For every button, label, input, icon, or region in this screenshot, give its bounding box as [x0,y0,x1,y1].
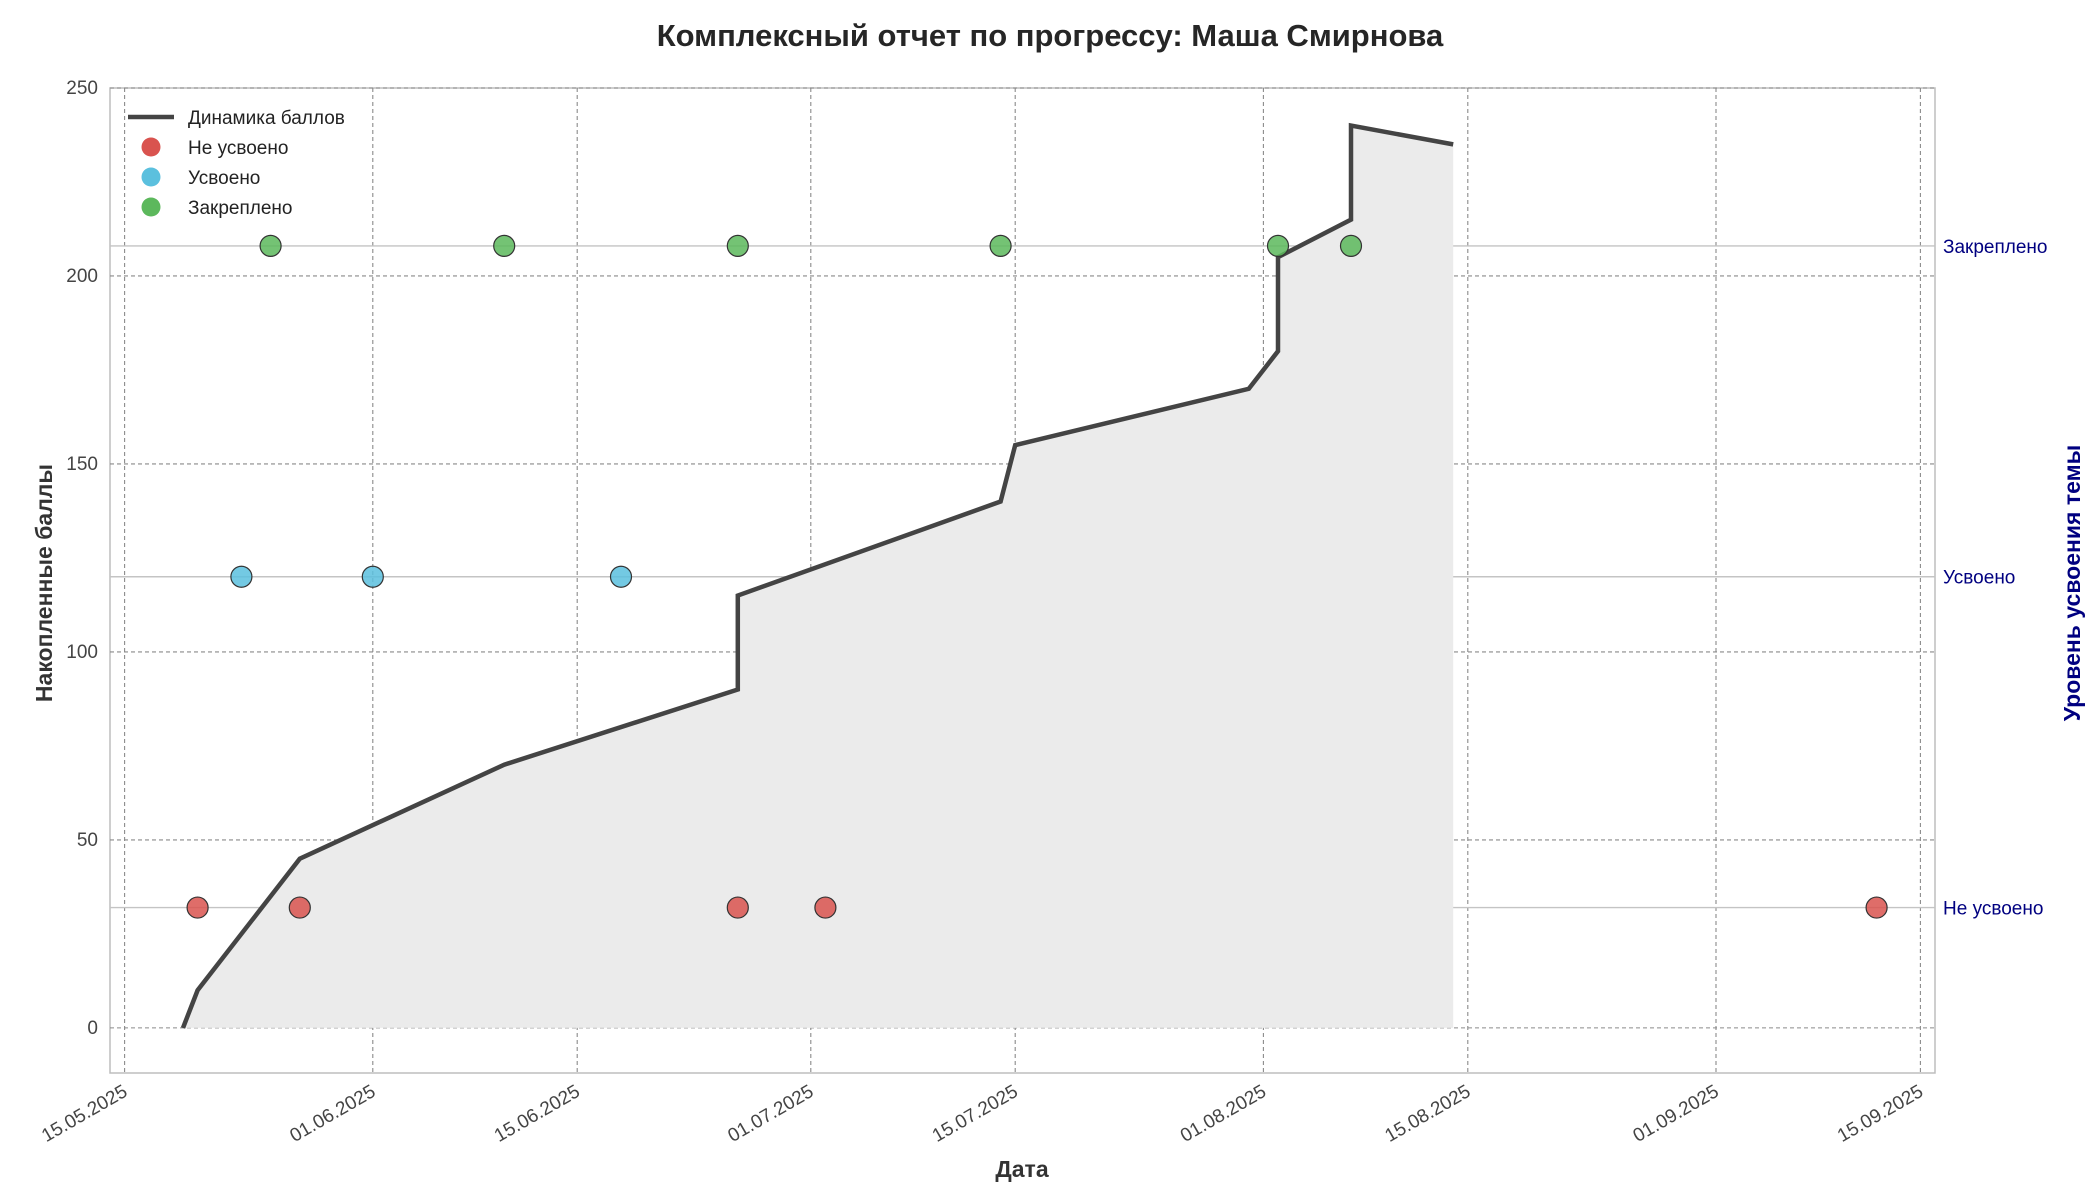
mastery-point [814,896,837,919]
legend-marker-swatch [141,197,161,217]
y-axis-label: Накопленные баллы [31,464,57,702]
right-axis-tick-label: Не усвоено [1943,899,2043,920]
score-line [180,122,1454,1029]
x-tick-label: 01.07.2025 [724,1081,817,1147]
right-axis-labels: Не усвоено Усвоено Закреплено [1943,237,2048,920]
x-tick-label: 01.06.2025 [286,1081,379,1147]
mastery-point [609,565,633,588]
mastery-point [259,234,282,258]
y-tick-label: 50 [77,830,98,851]
y-tick-labels: 0 50 100 150 200 250 [66,78,98,1039]
x-tick-label: 15.05.2025 [38,1081,131,1147]
x-tick-label: 15.07.2025 [929,1081,1022,1147]
score-area [183,125,1454,1028]
x-tick-label: 01.08.2025 [1177,1081,1270,1147]
mastery-point [1266,234,1290,258]
legend-label: Не усвоено [188,138,288,159]
x-axis-label: Дата [995,1156,1048,1182]
right-axis-tick-label: Закреплено [1943,237,2048,258]
y-tick-label: 250 [66,78,98,99]
mastery-point [1865,896,1888,919]
right-axis-tick-label: Усвоено [1943,568,2015,589]
x-tick-label: 01.09.2025 [1630,1081,1723,1147]
score-line-group [180,122,1454,1029]
mastery-point [230,565,253,588]
legend-label: Усвоено [188,168,260,189]
legend-marker-swatch [141,137,161,157]
y-tick-label: 0 [87,1018,98,1039]
right-axis-label: Уровень усвоения темы [2059,445,2085,722]
y-tick-label: 100 [66,642,98,663]
mastery-point [726,234,749,258]
mastery-point [361,565,384,588]
mastery-points [186,234,1888,919]
x-tick-labels: 15.05.2025 01.06.2025 15.06.2025 01.07.2025… [38,1081,1927,1147]
score-area-fill [183,125,1454,1028]
x-tick-label: 15.09.2025 [1834,1081,1927,1147]
legend-label: Закреплено [188,198,293,219]
y-tick-label: 150 [66,454,98,475]
mastery-point [726,896,749,919]
legend: Динамика баллов Не усвоено Усвоено Закрепле… [128,108,345,219]
mastery-point [989,234,1012,258]
legend-marker-swatch [141,167,161,187]
x-tick-label: 15.08.2025 [1381,1081,1474,1147]
mastery-point [1339,234,1363,258]
x-tick-label: 15.06.2025 [491,1081,584,1147]
legend-label: Динамика баллов [188,108,345,129]
y-tick-label: 200 [66,266,98,287]
mastery-point [493,234,516,258]
mastery-point [288,896,311,919]
chart-title: Комплексный отчет по прогрессу: Маша Сми… [657,18,1444,53]
mastery-point [186,896,209,919]
